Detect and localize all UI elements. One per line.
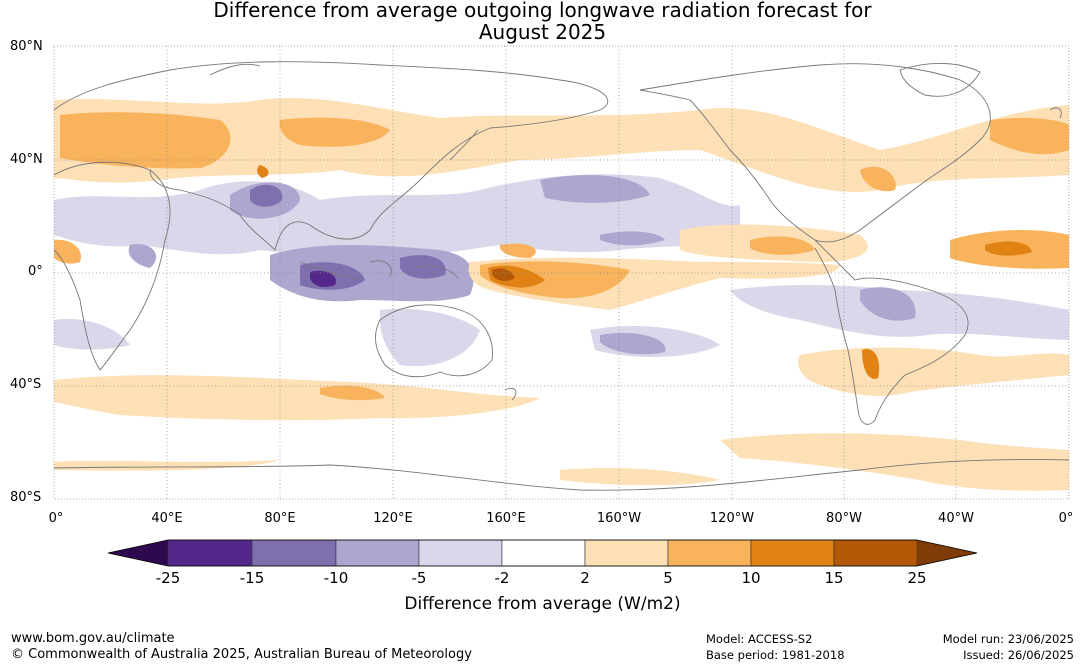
colorbar-tick: -10	[323, 569, 349, 587]
lon-label-40w: 40°W	[938, 511, 974, 526]
lat-label-equator: 0°	[28, 264, 43, 279]
lat-label-40s: 40°S	[10, 377, 42, 392]
colorbar-tick: 5	[663, 569, 673, 587]
colorbar-tick: -25	[155, 569, 181, 587]
model-name: Model: ACCESS-S2	[706, 632, 813, 646]
lon-label-160w: 160°W	[596, 511, 642, 526]
model-run-date: Model run: 23/06/2025	[942, 632, 1074, 646]
colorbar-tick: -15	[239, 569, 265, 587]
colorbar-bin-9	[833, 539, 918, 567]
lon-label-0-east: 0°	[1058, 511, 1074, 526]
copyright-text: © Commonwealth of Australia 2025, Austra…	[11, 647, 472, 662]
colorbar-tick: 25	[907, 569, 927, 587]
lat-label-40n: 40°N	[10, 152, 43, 167]
colorbar-bin-5	[501, 539, 586, 567]
colorbar-bin-1	[167, 539, 253, 567]
lon-label-160e: 160°E	[486, 511, 526, 526]
colorbar-bin-2	[251, 539, 337, 567]
title-line-1: Difference from average outgoing longwav…	[213, 0, 872, 22]
colorbar-bin-4	[418, 539, 503, 567]
lon-label-80e: 80°E	[264, 511, 296, 526]
lon-label-40e: 40°E	[151, 511, 183, 526]
lon-label-120e: 120°E	[373, 511, 413, 526]
lat-label-80n: 80°N	[10, 39, 43, 54]
lon-label-0: 0°	[48, 511, 64, 526]
issued-date: Issued: 26/06/2025	[963, 648, 1074, 662]
title-line-2: August 2025	[478, 20, 607, 44]
graticule	[54, 46, 1069, 499]
colorbar-label: Difference from average (W/m2)	[404, 594, 681, 614]
colorbar-tick: 2	[580, 569, 590, 587]
colorbar-bin-8	[750, 539, 835, 567]
colorbar-bin-6	[584, 539, 669, 567]
anomaly-fields	[54, 46, 1069, 499]
colorbar-tick: -5	[411, 569, 427, 587]
colorbar-max-extend	[917, 540, 977, 566]
website-link[interactable]: www.bom.gov.au/climate	[11, 631, 175, 646]
colorbar-bin-7	[667, 539, 752, 567]
colorbar-tick: 15	[824, 569, 844, 587]
coastlines	[54, 61, 1069, 491]
lon-label-80w: 80°W	[826, 511, 862, 526]
lat-label-80s: 80°S	[10, 490, 42, 505]
base-period: Base period: 1981-2018	[706, 648, 845, 662]
colorbar-tick: 10	[741, 569, 761, 587]
colorbar-min-extend	[108, 540, 168, 566]
map-frame	[53, 45, 1070, 500]
colorbar-bin-3	[335, 539, 420, 567]
colorbar-tick: -2	[494, 569, 510, 587]
lon-label-120w: 120°W	[709, 511, 755, 526]
